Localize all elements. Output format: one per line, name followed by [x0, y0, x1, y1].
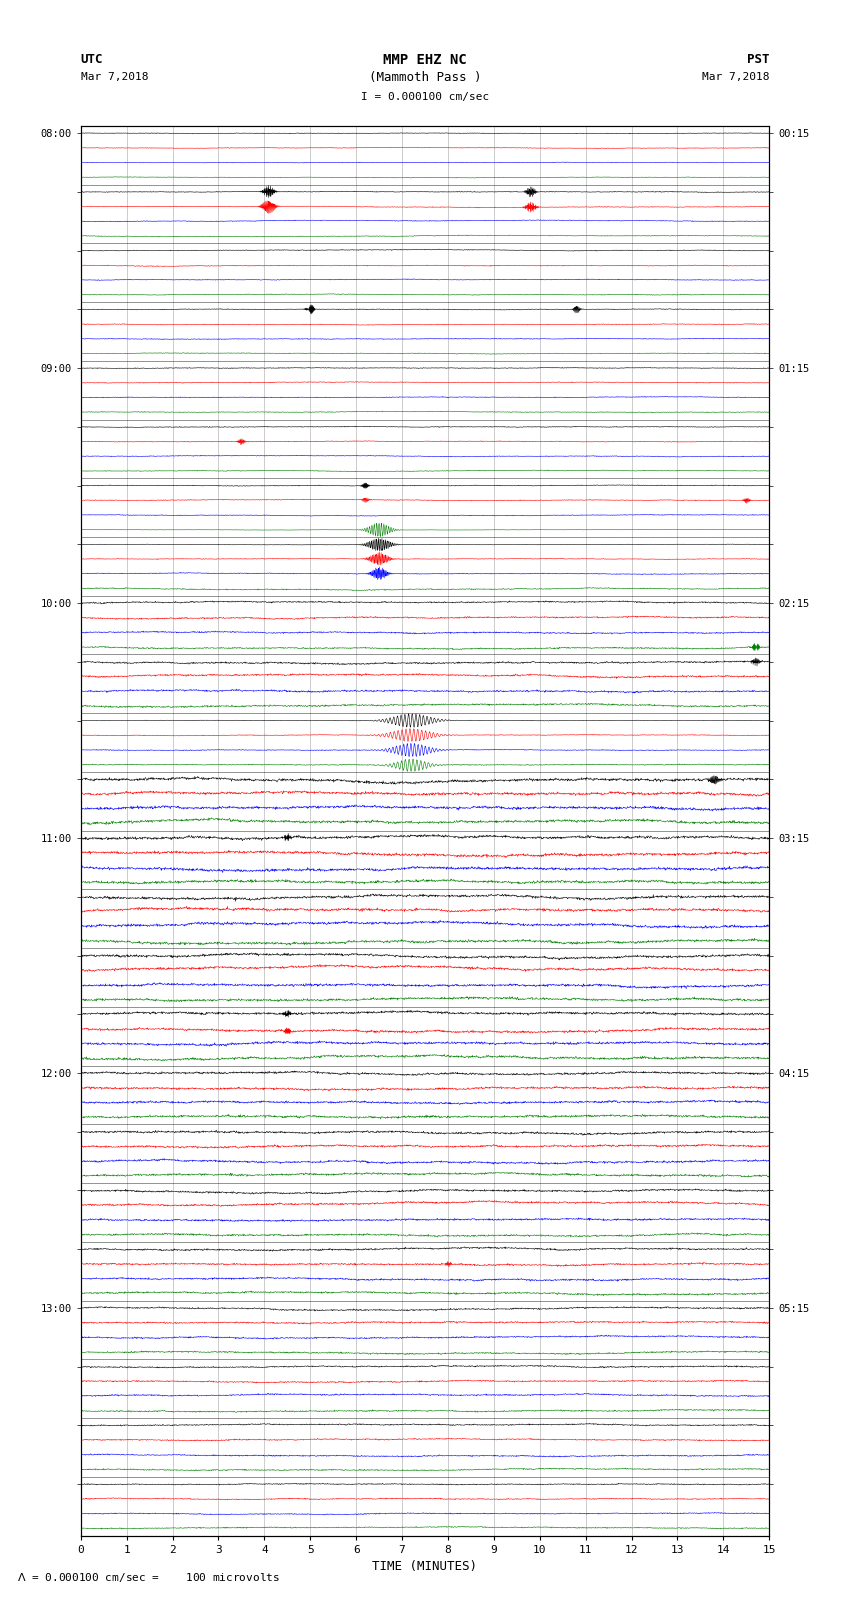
Text: MMP EHZ NC: MMP EHZ NC	[383, 53, 467, 66]
Text: $\Lambda$ = 0.000100 cm/sec =    100 microvolts: $\Lambda$ = 0.000100 cm/sec = 100 microv…	[17, 1571, 280, 1584]
Text: Mar 7,2018: Mar 7,2018	[81, 73, 148, 82]
X-axis label: TIME (MINUTES): TIME (MINUTES)	[372, 1560, 478, 1573]
Text: (Mammoth Pass ): (Mammoth Pass )	[369, 71, 481, 84]
Text: I = 0.000100 cm/sec: I = 0.000100 cm/sec	[361, 92, 489, 102]
Text: Mar 7,2018: Mar 7,2018	[702, 73, 769, 82]
Text: UTC: UTC	[81, 53, 103, 66]
Text: PST: PST	[747, 53, 769, 66]
